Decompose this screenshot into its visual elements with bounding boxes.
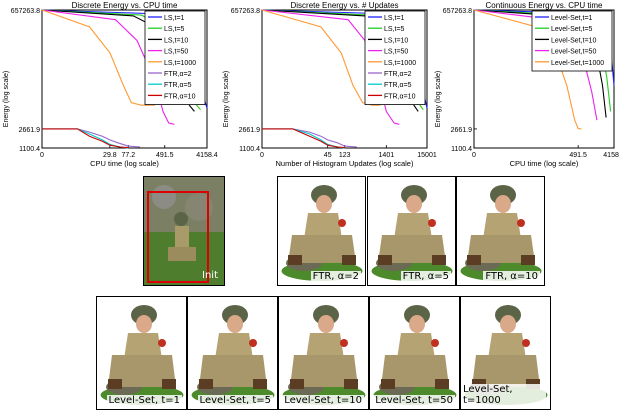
series-line-5 <box>41 9 155 106</box>
legend-label: LS,t=1000 <box>384 60 416 67</box>
ls-caption-5: Level-Set, t=1000 <box>461 384 546 406</box>
y-axis-label: Energy (log scale) <box>435 71 442 127</box>
chart-2: Discrete Energy vs. # Updates Energy (log… <box>223 1 437 168</box>
chart-title: Discrete Energy vs. CPU time <box>72 1 178 10</box>
x-axis-label: Number of Histogram Updates (log scale) <box>276 159 414 168</box>
legend-label: FTR,α=5 <box>164 82 192 89</box>
x-tick-label: 4158.4 <box>603 152 619 159</box>
init-caption: Init <box>202 270 218 281</box>
x-tick-label: 1401 <box>379 152 395 159</box>
legend-label: LS,t=1 <box>384 15 405 22</box>
y-tick-label: 657263.8 <box>443 8 472 15</box>
y-tick-label: 1100.4 <box>451 146 472 153</box>
legend-label: Level-Set,t=1 <box>551 15 593 22</box>
x-tick-label: 491.5 <box>156 152 174 159</box>
init-scene-icon <box>144 177 224 285</box>
ftr-image-1: FTR, α=2 <box>277 176 366 286</box>
soldier-icon <box>191 305 275 405</box>
init-image: Init <box>143 176 225 286</box>
legend-label: Level-Set,t=50 <box>551 49 596 56</box>
legend-label: LS,t=5 <box>164 26 185 33</box>
legend-label: LS,t=50 <box>164 49 188 56</box>
legend: Level-Set,t=1 Level-Set,t=5 Level-Set,t=10… <box>531 10 613 72</box>
x-axis-label: CPU time (log scale) <box>510 159 579 168</box>
legend: LS,t=1 LS,t=5 LS,t=10 LS,t=50 LS,t=1000 FTR,α… <box>364 10 426 105</box>
legend-label: FTR,α=10 <box>384 93 416 100</box>
ls-caption-4: Level-Set, t=50 <box>373 395 455 406</box>
ftr-caption-1: FTR, α=2 <box>310 271 361 282</box>
ftr-caption-3: FTR, α=10 <box>483 271 540 282</box>
ftr-caption-2: FTR, α=5 <box>400 271 451 282</box>
ls-image-4: Level-Set, t=50 <box>369 296 460 410</box>
soldier-icon <box>100 305 184 405</box>
x-tick-label: 123 <box>339 152 351 159</box>
ls-image-1: Level-Set, t=1 <box>96 296 187 410</box>
ls-image-3: Level-Set, t=10 <box>278 296 369 410</box>
y-tick-label: 1100.4 <box>19 146 40 153</box>
x-tick-label: 0 <box>40 152 44 159</box>
legend-box <box>531 10 613 72</box>
legend-label: LS,t=1 <box>164 15 185 22</box>
x-tick-label: 4158.4 <box>196 152 218 159</box>
y-tick-label: 2661.9 <box>451 127 473 134</box>
x-tick-label: 0 <box>260 152 264 159</box>
series-line-8 <box>42 128 129 149</box>
x-tick-label: 77.2 <box>122 152 136 159</box>
chart-3: Continuous Energy vs. CPU time Energy (lo… <box>435 1 619 168</box>
y-tick-label: 657263.8 <box>11 8 40 15</box>
legend: LS,t=1 LS,t=5 LS,t=10 LS,t=50 LS,t=1000 FTR,α… <box>144 10 206 105</box>
x-tick-label: 491.5 <box>569 152 587 159</box>
legend-box <box>144 10 206 105</box>
x-tick-label: 29.8 <box>103 152 117 159</box>
legend-label: FTR,α=5 <box>384 82 412 89</box>
x-tick-label: 45 <box>324 152 332 159</box>
legend-label: LS,t=5 <box>384 26 405 33</box>
ls-caption-3: Level-Set, t=10 <box>282 395 364 406</box>
legend-label: Level-Set,t=10 <box>551 37 596 44</box>
legend-label: FTR,α=10 <box>164 93 196 100</box>
legend-label: Level-Set,t=5 <box>551 26 593 33</box>
charts-panel: Discrete Energy vs. CPU time Energy (log … <box>3 1 619 168</box>
legend-label: FTR,α=2 <box>164 71 192 78</box>
soldier-icon <box>281 185 363 281</box>
ls-image-2: Level-Set, t=5 <box>187 296 278 410</box>
series-line-8 <box>262 128 345 149</box>
y-tick-label: 2661.9 <box>239 127 261 134</box>
legend-label: Level-Set,t=1000 <box>551 60 604 67</box>
ftr-image-3: FTR, α=10 <box>456 176 545 286</box>
x-tick-label: 15001 <box>417 152 437 159</box>
x-tick-label: 0 <box>472 152 476 159</box>
x-axis-label: CPU time (log scale) <box>90 159 159 168</box>
legend-label: LS,t=10 <box>384 37 408 44</box>
soldier-icon <box>460 185 542 281</box>
y-axis-label: Energy (log scale) <box>223 71 230 127</box>
chart-title: Continuous Energy vs. CPU time <box>486 1 603 10</box>
soldier-icon <box>282 305 366 405</box>
chart-1: Discrete Energy vs. CPU time Energy (log … <box>3 1 218 168</box>
legend-label: FTR,α=2 <box>384 71 412 78</box>
legend-label: LS,t=1000 <box>164 60 196 67</box>
y-axis-label: Energy (log scale) <box>3 71 10 127</box>
y-tick-label: 1100.4 <box>239 146 260 153</box>
y-tick-label: 2661.9 <box>19 127 41 134</box>
ls-image-5: Level-Set, t=1000 <box>460 296 551 410</box>
ftr-image-2: FTR, α=5 <box>367 176 456 286</box>
soldier-icon <box>371 185 453 281</box>
soldier-icon <box>373 305 457 405</box>
ls-caption-1: Level-Set, t=1 <box>106 395 182 406</box>
legend-label: LS,t=10 <box>164 37 188 44</box>
series-line-5 <box>261 9 381 106</box>
legend-label: LS,t=50 <box>384 49 408 56</box>
legend-box <box>364 10 426 105</box>
chart-title: Discrete Energy vs. # Updates <box>290 1 398 10</box>
ls-caption-2: Level-Set, t=5 <box>197 395 273 406</box>
y-tick-label: 657263.8 <box>231 8 260 15</box>
